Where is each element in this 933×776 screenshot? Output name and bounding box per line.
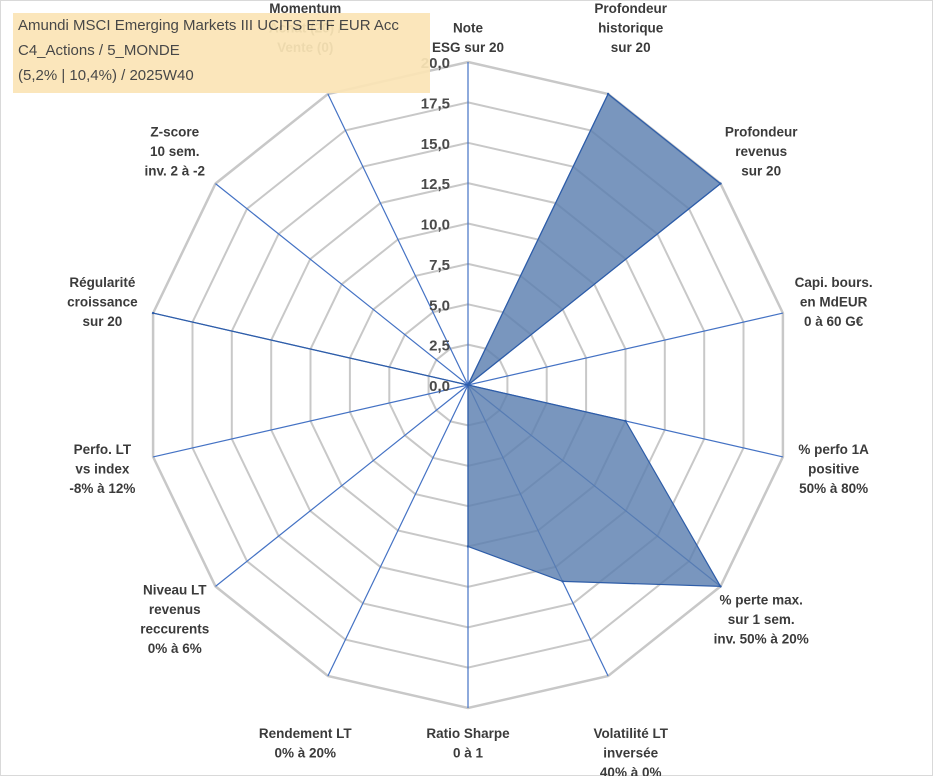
fund-stats: (5,2% | 10,4%) / 2025W40 bbox=[18, 67, 194, 84]
tick-label: 2,5 bbox=[429, 338, 450, 355]
data-point bbox=[606, 92, 610, 96]
axis-label: % perte max. sur 1 sem. inv. 50% à 20% bbox=[714, 592, 809, 646]
axis-spoke bbox=[152, 384, 469, 458]
tick-label: 12,5 bbox=[421, 176, 450, 193]
chart-title-box: Amundi MSCI Emerging Markets III UCITS E… bbox=[13, 13, 430, 93]
axis-label: Capi. bours. en MdEUR 0 à 60 G€ bbox=[795, 275, 873, 329]
axis-label: Ratio Sharpe 0 à 1 bbox=[426, 726, 510, 761]
data-point bbox=[466, 383, 470, 387]
data-point bbox=[719, 585, 722, 588]
axis-label: Volatilité LT inversée 40% à 0% bbox=[593, 726, 668, 776]
data-point bbox=[561, 580, 564, 583]
axis-spoke bbox=[327, 384, 469, 677]
tick-label: 10,0 bbox=[421, 217, 450, 234]
fund-category: C4_Actions / 5_MONDE bbox=[18, 42, 180, 59]
data-series bbox=[151, 92, 722, 588]
tick-label: 17,5 bbox=[421, 95, 450, 112]
data-point bbox=[151, 311, 155, 315]
fund-name: Amundi MSCI Emerging Markets III UCITS E… bbox=[18, 17, 399, 34]
axis-spoke bbox=[215, 384, 469, 587]
tick-label: 0,0 bbox=[429, 378, 450, 395]
axis-spoke bbox=[327, 93, 469, 386]
axis-label: Z-score 10 sem. inv. 2 à -2 bbox=[145, 125, 206, 179]
axis-label: Niveau LT revenus reccurents 0% à 6% bbox=[140, 583, 209, 657]
axis-labels: Note ESG sur 20 Profondeur historique sur 20… bbox=[67, 1, 872, 776]
axis-label: Note ESG sur 20 bbox=[432, 21, 504, 56]
axis-label: Rendement LT 0% à 20% bbox=[259, 726, 353, 761]
axis-label: Profondeur revenus sur 20 bbox=[725, 125, 798, 179]
axis-spoke bbox=[467, 312, 784, 386]
data-point bbox=[719, 182, 722, 185]
tick-label: 15,0 bbox=[421, 136, 450, 153]
axis-label: Profondeur historique sur 20 bbox=[594, 1, 667, 55]
axis-label: % perfo 1A positive 50% à 80% bbox=[798, 442, 869, 496]
data-point bbox=[466, 545, 470, 548]
tick-labels: 0,02,55,07,510,012,515,017,520,0 bbox=[421, 55, 450, 395]
axis-label: Perfo. LT vs index -8% à 12% bbox=[69, 442, 135, 496]
axis-label: Régularité croissance sur 20 bbox=[67, 275, 138, 329]
tick-label: 7,5 bbox=[429, 257, 450, 274]
axis-spoke bbox=[215, 183, 469, 386]
data-point bbox=[624, 419, 627, 423]
tick-label: 5,0 bbox=[429, 297, 450, 314]
